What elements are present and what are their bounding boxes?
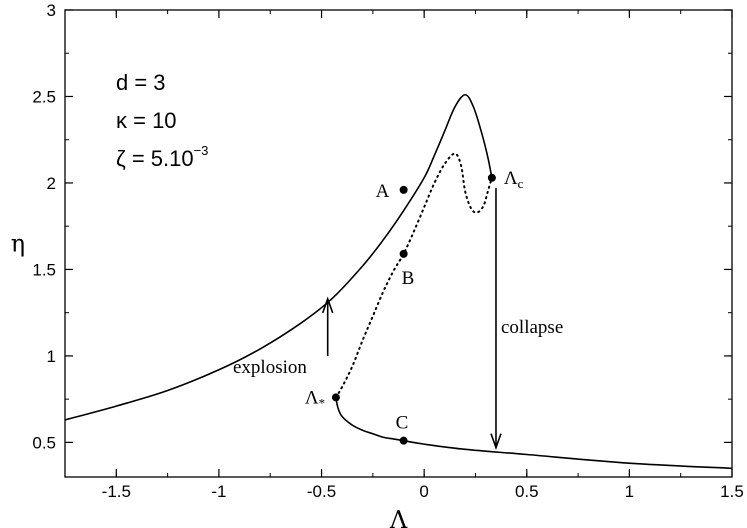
y-tick-label: 2.5 xyxy=(32,87,56,106)
x-tick-label: 0.5 xyxy=(515,482,539,501)
y-tick-label: 1.5 xyxy=(32,260,56,279)
x-tick-label: 1.5 xyxy=(720,482,744,501)
arrows xyxy=(321,188,502,450)
param-zeta-main: ζ = 5.10 xyxy=(116,146,194,171)
param-zeta-exponent: −3 xyxy=(194,143,209,158)
x-tick-label: -1.5 xyxy=(102,482,131,501)
lambda-star-main: Λ xyxy=(305,387,319,408)
collapse-arrow-head xyxy=(490,433,502,450)
parameter-box: d = 3 κ = 10 ζ = 5.10−3 xyxy=(116,70,208,171)
param-zeta: ζ = 5.10−3 xyxy=(116,143,208,171)
marker-point xyxy=(399,185,408,194)
param-d: d = 3 xyxy=(116,70,166,95)
x-tick-label: 0 xyxy=(419,482,428,501)
point-label-a: A xyxy=(376,181,390,202)
y-tick-label: 3 xyxy=(47,1,56,20)
points xyxy=(331,173,496,445)
x-axis-label: Λ xyxy=(389,506,408,528)
lambda-c-sub: c xyxy=(518,176,524,191)
lambda-star-label: Λ* xyxy=(305,387,325,410)
x-tick-label: -0.5 xyxy=(307,482,336,501)
param-kappa: κ = 10 xyxy=(116,108,177,133)
y-tick-label: 1 xyxy=(47,347,56,366)
ticks: -1.5 -1 -0.5 0 0.5 1 1.5 0.5 1 1.5 2 2.5 3 xyxy=(32,1,743,501)
lambda-star-sub: * xyxy=(319,395,326,410)
point-label-b: B xyxy=(402,268,415,289)
explosion-label: explosion xyxy=(233,357,307,378)
lambda-c-label: Λc xyxy=(504,168,524,191)
stable-branch-line xyxy=(335,397,732,470)
y-tick-label: 0.5 xyxy=(32,433,56,452)
marker-point xyxy=(331,393,340,402)
collapse-label: collapse xyxy=(501,317,563,338)
y-axis-label: η xyxy=(11,230,25,258)
marker-point xyxy=(399,249,408,258)
y-tick-label: 2 xyxy=(47,174,56,193)
unstable-branch-line xyxy=(334,152,493,399)
stable-branch-line xyxy=(65,93,493,421)
x-tick-label: -1 xyxy=(211,482,226,501)
lambda-c-main: Λ xyxy=(504,168,518,189)
point-label-c: C xyxy=(396,413,409,434)
marker-point xyxy=(487,173,496,182)
x-tick-label: 1 xyxy=(625,482,634,501)
curves xyxy=(65,93,732,470)
marker-point xyxy=(399,436,408,445)
plot-frame xyxy=(64,9,733,478)
explosion-arrow-head xyxy=(321,296,334,314)
